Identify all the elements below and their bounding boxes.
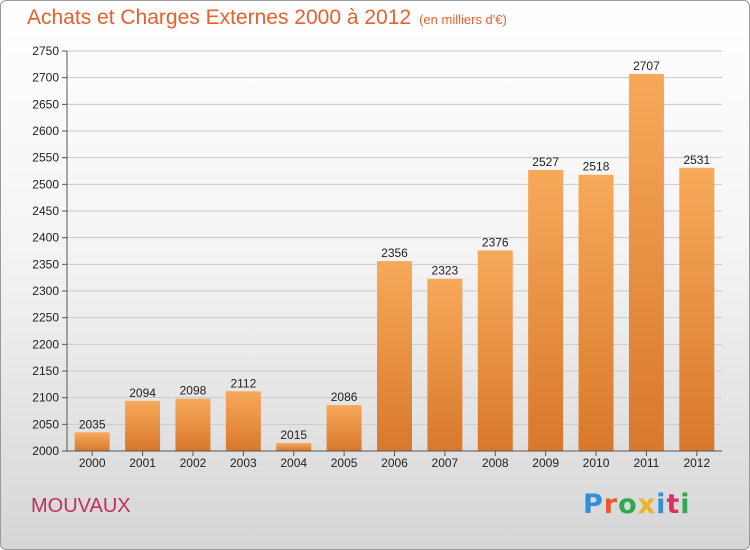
- value-label: 2531: [683, 153, 710, 167]
- y-tick-label: 2500: [32, 177, 59, 191]
- x-tick-label: 2003: [230, 456, 257, 470]
- y-tick-label: 2250: [32, 311, 59, 325]
- value-label: 2518: [583, 160, 610, 174]
- logo-letter: i: [656, 489, 667, 520]
- value-label: 2527: [532, 155, 559, 169]
- bar-2010: [578, 174, 614, 451]
- bars: [74, 73, 715, 452]
- commune-name: MOUVAUX: [31, 495, 131, 517]
- value-labels: 2035 2094 2098 2112 2015 2086 2356 2323 2376 2527…: [79, 59, 711, 442]
- y-tick-label: 2550: [32, 151, 59, 165]
- x-tick-label: 2007: [432, 456, 459, 470]
- x-tick-label: 2009: [532, 456, 559, 470]
- bar-2000: [74, 432, 110, 451]
- logo-letter: t: [666, 489, 681, 520]
- y-tick-label: 2000: [32, 444, 59, 458]
- value-label: 2035: [79, 417, 106, 431]
- value-label: 2015: [280, 428, 307, 442]
- x-tick-label: 2010: [583, 456, 610, 470]
- logo-letter: x: [637, 489, 657, 520]
- value-label: 2356: [381, 246, 408, 260]
- value-label: 2707: [633, 59, 660, 73]
- logo-letter: o: [618, 489, 638, 520]
- bar-2003: [225, 391, 261, 451]
- x-tick-label: 2001: [129, 456, 156, 470]
- value-label: 2098: [180, 384, 207, 398]
- y-tick-label: 2150: [32, 364, 59, 378]
- x-tick-label: 2000: [79, 456, 106, 470]
- y-tick-label: 2100: [32, 391, 59, 405]
- bar-2008: [477, 250, 513, 451]
- y-tick-label: 2750: [32, 44, 59, 58]
- bar-2007: [427, 278, 463, 451]
- x-tick-label: 2004: [280, 456, 307, 470]
- y-tick-label: 2450: [32, 204, 59, 218]
- value-label: 2086: [331, 390, 358, 404]
- value-label: 2094: [129, 386, 156, 400]
- bar-2011: [628, 73, 664, 451]
- proxiti-logo: Proxiti: [583, 489, 691, 520]
- y-tick-label: 2050: [32, 417, 59, 431]
- bar-2012: [679, 167, 715, 452]
- bar-2004: [276, 443, 312, 451]
- bar-2001: [125, 400, 161, 451]
- y-tick-labels: 2000 2050 2100 2150 2200 2250 2300 2350 2400 2450…: [32, 44, 59, 458]
- chart-subtitle: (en milliers d'€): [419, 12, 507, 27]
- bar-2002: [175, 398, 211, 451]
- x-tick-label: 2008: [482, 456, 509, 470]
- y-tick-label: 2300: [32, 284, 59, 298]
- value-label: 2376: [482, 235, 509, 249]
- value-label: 2112: [230, 376, 256, 390]
- x-tick-labels: 2000 2001 2002 2003 2004 2005 2006 2007 2008 2009…: [79, 451, 710, 470]
- chart-title: Achats et Charges Externes 2000 à 2012: [27, 6, 412, 29]
- x-tick-label: 2006: [381, 456, 408, 470]
- x-tick-label: 2005: [331, 456, 358, 470]
- logo-letter: r: [603, 489, 619, 520]
- y-tick-label: 2700: [32, 71, 59, 85]
- logo-letter: i: [680, 489, 691, 520]
- y-tick-label: 2650: [32, 97, 59, 111]
- logo-letter: P: [583, 489, 604, 520]
- x-tick-label: 2011: [634, 456, 660, 470]
- title-row: Achats et Charges Externes 2000 à 2012 (e…: [27, 6, 507, 30]
- bar-2006: [377, 261, 412, 451]
- x-tick-label: 2012: [683, 456, 710, 470]
- bar-2009: [528, 169, 564, 451]
- bar-2005: [326, 405, 362, 451]
- y-tick-label: 2400: [32, 231, 59, 245]
- value-label: 2323: [432, 264, 459, 278]
- x-tick-label: 2002: [180, 456, 207, 470]
- y-tick-label: 2200: [32, 337, 59, 351]
- y-tick-label: 2350: [32, 257, 59, 271]
- y-tick-label: 2600: [32, 124, 59, 138]
